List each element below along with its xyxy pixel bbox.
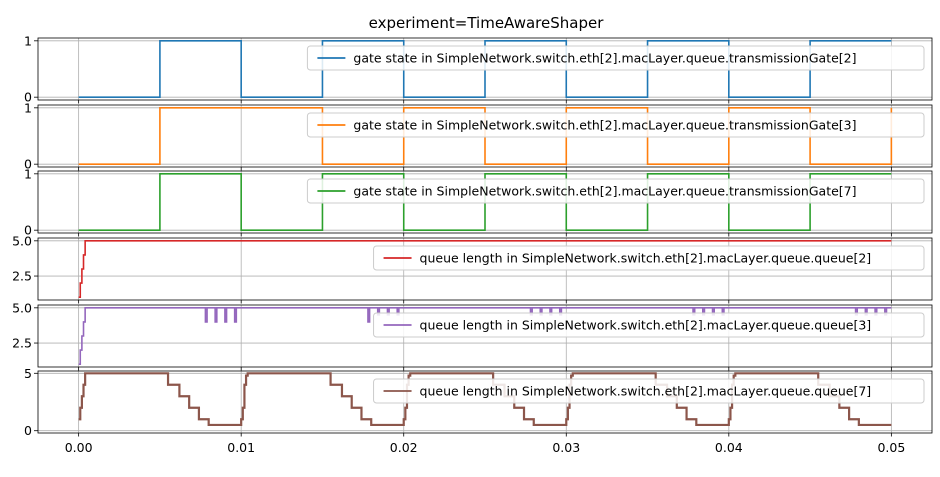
legend-5: queue length in SimpleNetwork.switch.eth… [373,312,925,338]
x-tick-label-3: 0.03 [552,440,580,455]
panel-4-ytick-label-0: 2.5 [12,269,32,284]
legend-box-1 [306,45,925,71]
legend-4: queue length in SimpleNetwork.switch.eth… [373,245,925,271]
chart-title: experiment=TimeAwareShaper [369,14,605,32]
panel-1-ytick-label-0: 0 [24,90,32,105]
legend-6: queue length in SimpleNetwork.switch.eth… [373,378,925,404]
legend-box-3 [306,178,925,204]
panel-6: 0 5 queue length in SimpleNetwork.switch.e… [24,366,933,438]
x-tick-label-1: 0.01 [227,440,255,455]
legend-3: gate state in SimpleNetwork.switch.eth[2… [306,178,925,204]
legend-label-1: gate state in SimpleNetwork.switch.eth[2… [353,51,856,66]
legend-box-5 [373,312,925,338]
x-axis: 0.00 0.01 0.02 0.03 0.04 0.05 [65,440,906,455]
panel-3-ytick-label-1: 1 [24,166,32,181]
panel-6-frame [37,370,933,434]
panel-1: 0 1 gate state in SimpleNetwork.switch.eth… [24,33,933,105]
legend-label-4: queue length in SimpleNetwork.switch.eth… [420,251,872,266]
legend-label-3: gate state in SimpleNetwork.switch.eth[2… [353,184,856,199]
series-line-4 [78,240,892,298]
panel-3: 0 1 gate state in SimpleNetwork.switch.eth… [24,166,933,238]
panel-2: 0 1 gate state in SimpleNetwork.switch.eth… [24,100,933,172]
panel-6-ytick-label-1: 5 [24,366,32,381]
panel-5-ytick-label-1: 5.0 [12,300,32,315]
panel-2-ytick-label-1: 1 [24,100,32,115]
legend-2: gate state in SimpleNetwork.switch.eth[2… [306,112,925,138]
legend-label-6: queue length in SimpleNetwork.switch.eth… [420,384,872,399]
legend-1: gate state in SimpleNetwork.switch.eth[2… [306,45,925,71]
panel-1-ytick-label-1: 1 [24,33,32,48]
panel-4: 2.5 5.0 queue length in SimpleNetwork.swit… [12,233,933,304]
panel-2-ytick-label-0: 0 [24,157,32,172]
panel-5-ytick-label-0: 2.5 [12,336,32,351]
legend-label-2: gate state in SimpleNetwork.switch.eth[2… [353,118,856,133]
panel-2-frame [37,104,933,168]
panel-6-ytick-label-0: 0 [24,423,32,438]
x-tick-label-2: 0.02 [390,440,418,455]
panel-5: 2.5 5.0 queue length in SimpleNetwork.swit… [12,300,933,371]
legend-box-4 [373,245,925,271]
panel-5-frame [37,304,933,368]
legend-box-2 [306,112,925,138]
legend-box-6 [373,378,925,404]
x-tick-label-0: 0.00 [65,440,93,455]
series-line-2 [78,107,893,165]
x-tick-label-4: 0.04 [715,440,743,455]
legend-label-5: queue length in SimpleNetwork.switch.eth… [420,318,872,333]
panel-1-frame [37,37,933,101]
x-tick-label-5: 0.05 [877,440,905,455]
panel-3-frame [37,170,933,234]
panel-4-ytick-label-1: 5.0 [12,233,32,248]
panel-4-frame [37,237,933,301]
panel-3-ytick-label-0: 0 [24,223,32,238]
